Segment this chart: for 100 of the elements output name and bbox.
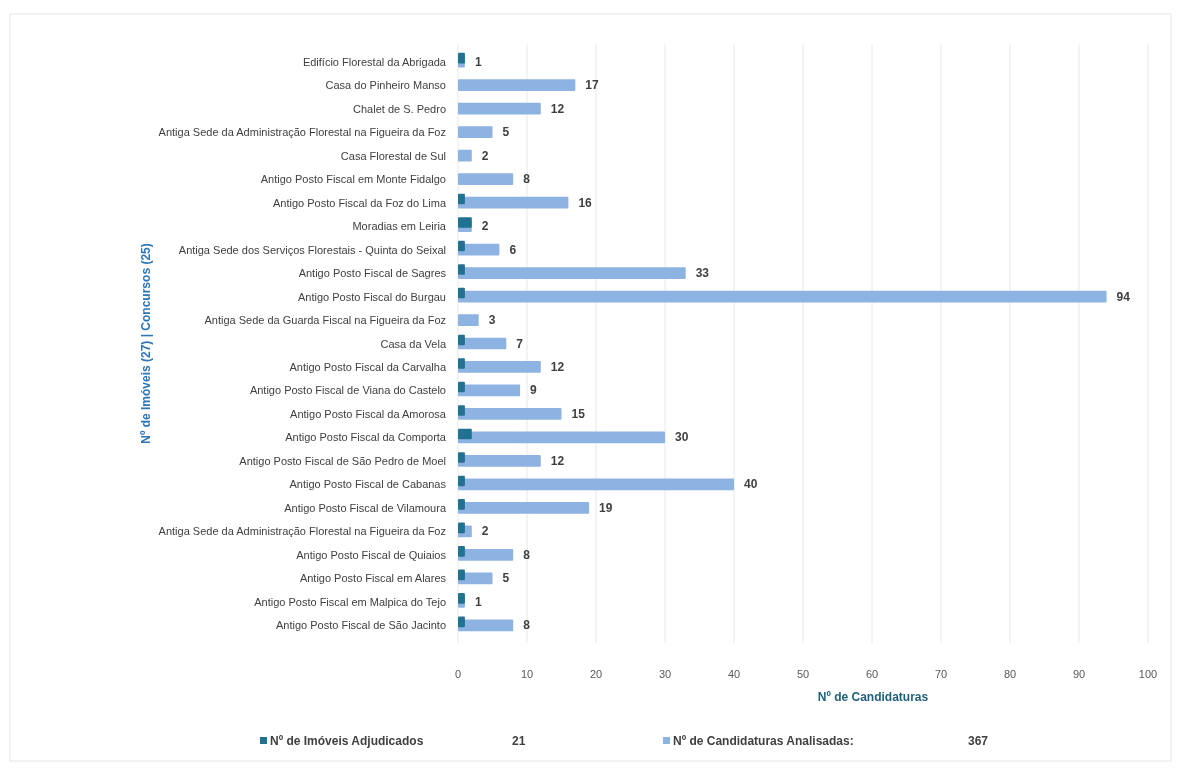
data-label: 40 — [744, 477, 758, 492]
bar — [458, 431, 665, 444]
y-tick-label: Chalet de S. Pedro — [353, 102, 446, 115]
y-tick-label: Antigo Posto Fiscal da Comporta — [285, 431, 447, 444]
bar — [458, 217, 472, 228]
bar — [458, 290, 1107, 303]
y-tick-label: Moradias em Leiria — [352, 220, 447, 233]
bar — [458, 173, 514, 185]
bar — [458, 149, 472, 162]
bar — [458, 408, 562, 420]
data-label: 2 — [481, 148, 489, 163]
data-label: 8 — [523, 172, 531, 187]
bar — [458, 314, 479, 326]
x-tick-label: 30 — [658, 668, 672, 680]
y-tick-label: Antigo Posto Fiscal da Carvalha — [289, 360, 447, 373]
x-axis-title: Nº de Candidaturas — [817, 690, 929, 704]
bar — [458, 428, 472, 440]
y-tick-label: Antigo Posto Fiscal de Vilamoura — [284, 501, 447, 514]
bar — [458, 381, 465, 393]
data-label: 15 — [571, 406, 586, 421]
bar — [458, 334, 465, 346]
data-label: 33 — [695, 266, 710, 281]
y-tick-label: Antigo Posto Fiscal de São Jacinto — [276, 619, 446, 632]
y-tick-label: Antigo Posto Fiscal de Sagres — [298, 267, 447, 280]
bar — [458, 126, 493, 138]
y-tick-label: Antiga Sede dos Serviços Florestais - Quinta do Seixal — [178, 243, 446, 256]
data-label: 30 — [675, 430, 689, 445]
text: 367 — [968, 734, 989, 748]
data-label: 5 — [502, 125, 510, 140]
y-axis-title: Nº de Imóveis (27) | Concursos (25) — [139, 243, 153, 444]
legend-label: Nº de Candidaturas Analisadas: — [673, 734, 854, 748]
data-label: 94 — [1116, 289, 1131, 304]
x-tick-label: 60 — [865, 668, 879, 680]
bar — [458, 478, 734, 491]
bar — [458, 499, 465, 510]
x-tick-label: 80 — [1003, 668, 1017, 680]
data-label: 5 — [502, 571, 510, 586]
data-label: 17 — [585, 78, 599, 93]
data-label: 1 — [474, 594, 482, 609]
bar — [458, 475, 465, 487]
y-tick-label: Casa do Pinheiro Manso — [325, 79, 446, 92]
y-tick-label: Antiga Sede da Administração Florestal na Figueira da Foz — [158, 126, 446, 139]
bar — [458, 405, 465, 416]
y-tick-label: Antigo Posto Fiscal de São Pedro de Moel — [239, 454, 446, 467]
y-tick-label: Antigo Posto Fiscal de Cabanas — [289, 478, 447, 491]
data-label: 2 — [481, 524, 489, 539]
bar — [458, 593, 465, 604]
legend-label: Nº de Imóveis Adjudicados — [270, 734, 424, 748]
bar — [458, 52, 465, 64]
data-label: 1 — [474, 54, 482, 69]
y-tick-label: Edifício Florestal da Abrigada — [302, 55, 447, 68]
bar — [458, 287, 465, 299]
y-tick-label: Antigo Posto Fiscal da Amorosa — [290, 407, 447, 420]
text: 21 — [512, 734, 526, 748]
bar — [458, 79, 576, 91]
data-label: 12 — [550, 101, 565, 116]
bar — [458, 361, 541, 373]
y-tick-label: Antigo Posto Fiscal do Burgau — [298, 290, 446, 303]
data-label: 9 — [530, 383, 538, 398]
x-tick-label: 20 — [589, 668, 603, 680]
data-label: 7 — [516, 336, 524, 351]
y-tick-label: Casa da Vela — [380, 337, 447, 350]
bar — [458, 616, 465, 628]
bar — [458, 102, 541, 115]
y-tick-label: Antigo Posto Fiscal em Monte Fidalgo — [260, 173, 446, 186]
bar — [458, 240, 465, 252]
bar — [458, 267, 686, 279]
bar — [458, 358, 465, 369]
x-tick-label: 50 — [796, 668, 810, 680]
x-tick-label: 70 — [934, 668, 948, 680]
bar — [458, 546, 465, 557]
bar — [458, 455, 541, 467]
data-label: 8 — [523, 547, 531, 562]
y-tick-label: Antigo Posto Fiscal de Viana do Castelo — [249, 384, 446, 397]
y-tick-label: Antiga Sede da Guarda Fiscal na Figueira da Foz — [204, 314, 446, 327]
y-tick-label: Antigo Posto Fiscal em Malpica do Tejo — [254, 595, 446, 608]
data-label: 16 — [578, 195, 593, 210]
bar — [458, 522, 465, 534]
y-tick-label: Casa Florestal de Sul — [340, 149, 446, 162]
bar — [458, 196, 569, 209]
x-tick-label: 10 — [520, 668, 534, 680]
y-tick-label: Antigo Posto Fiscal em Alares — [299, 572, 447, 585]
bar — [458, 549, 514, 561]
bar — [458, 502, 590, 514]
y-tick-label: Antigo Posto Fiscal da Foz do Lima — [272, 196, 447, 209]
bar — [458, 569, 465, 581]
data-label: 12 — [550, 359, 565, 374]
x-tick-label: 0 — [454, 668, 462, 680]
y-tick-label: Antigo Posto Fiscal de Quiaios — [296, 548, 447, 561]
x-tick-label: 40 — [727, 668, 741, 680]
data-label: 6 — [509, 242, 517, 257]
bar — [458, 193, 465, 205]
data-label: 19 — [599, 500, 613, 515]
bar — [458, 264, 465, 275]
x-tick-label: 100 — [1138, 668, 1158, 680]
data-label: 3 — [488, 313, 496, 328]
bar — [458, 452, 465, 463]
data-label: 8 — [523, 618, 531, 633]
y-tick-label: Antiga Sede da Administração Florestal na Figueira da Foz — [158, 525, 446, 538]
data-label: 2 — [481, 219, 489, 234]
